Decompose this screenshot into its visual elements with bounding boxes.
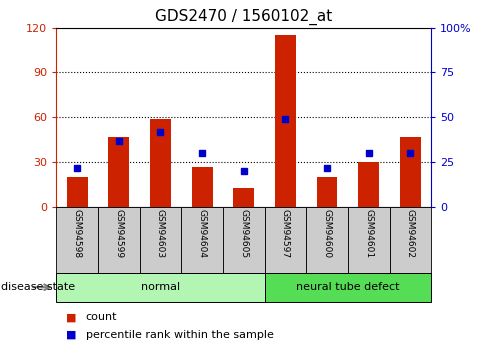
Bar <box>358 162 379 207</box>
Bar <box>56 273 265 302</box>
Bar <box>317 177 338 207</box>
Text: GSM94603: GSM94603 <box>156 209 165 258</box>
Bar <box>140 207 181 273</box>
Text: GSM94598: GSM94598 <box>73 209 82 258</box>
Bar <box>150 119 171 207</box>
Text: count: count <box>86 313 117 322</box>
Bar <box>306 207 348 273</box>
Bar <box>223 207 265 273</box>
Text: GSM94599: GSM94599 <box>114 209 123 258</box>
Text: ■: ■ <box>66 330 76 339</box>
Text: GSM94602: GSM94602 <box>406 209 415 258</box>
Text: disease state: disease state <box>1 282 75 292</box>
Text: percentile rank within the sample: percentile rank within the sample <box>86 330 273 339</box>
Text: GSM94601: GSM94601 <box>364 209 373 258</box>
Text: ■: ■ <box>66 313 76 322</box>
Text: GSM94604: GSM94604 <box>197 209 207 258</box>
Text: normal: normal <box>141 282 180 292</box>
Bar <box>400 137 421 207</box>
Bar <box>348 207 390 273</box>
Bar <box>181 207 223 273</box>
Bar <box>67 177 88 207</box>
Bar <box>265 273 431 302</box>
Text: GSM94597: GSM94597 <box>281 209 290 258</box>
Text: GSM94605: GSM94605 <box>239 209 248 258</box>
Bar <box>275 35 296 207</box>
Text: GSM94600: GSM94600 <box>322 209 332 258</box>
Bar <box>390 207 431 273</box>
Bar <box>56 207 98 273</box>
Text: neural tube defect: neural tube defect <box>296 282 400 292</box>
Bar <box>98 207 140 273</box>
Bar <box>265 207 306 273</box>
Bar <box>108 137 129 207</box>
Bar <box>233 188 254 207</box>
Bar <box>192 167 213 207</box>
Title: GDS2470 / 1560102_at: GDS2470 / 1560102_at <box>155 9 332 25</box>
